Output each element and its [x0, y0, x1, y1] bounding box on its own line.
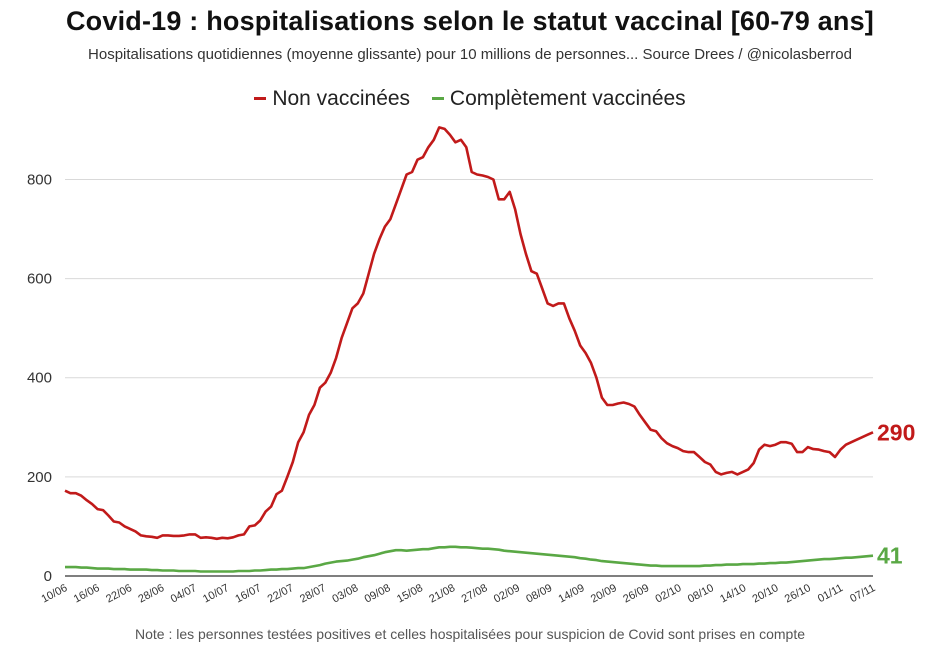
y-tick-label: 200: [27, 469, 52, 486]
x-tick-label: 02/10: [654, 582, 684, 606]
chart-title: Covid-19 : hospitalisations selon le sta…: [65, 6, 875, 36]
legend-swatch-non-vaccinees: [254, 97, 267, 100]
x-tick-label: 26/10: [783, 582, 813, 606]
y-tick-label: 600: [27, 271, 52, 288]
chart-note: Note : les personnes testées positives e…: [134, 626, 806, 642]
series-line-completement-vaccinees: [65, 545, 874, 573]
x-tick-label: 20/09: [589, 582, 619, 606]
y-tick-label: 800: [27, 171, 52, 188]
x-tick-label: 27/08: [460, 582, 490, 606]
x-tick-label: 22/07: [266, 582, 296, 606]
legend-label-non-vaccinees: Non vaccinées: [272, 86, 411, 110]
x-tick-label: 22/06: [104, 582, 134, 606]
x-tick-label: 20/10: [751, 582, 781, 606]
x-tick-label: 14/09: [557, 582, 587, 606]
series-line-non-vaccinees: [64, 126, 874, 541]
legend-swatch-completement-vaccinees: [431, 97, 444, 100]
x-tick-label: 28/07: [298, 582, 328, 606]
x-tick-label: 09/08: [363, 582, 393, 606]
x-tick-label: 01/11: [816, 582, 845, 605]
x-tick-label: 16/07: [233, 582, 263, 606]
y-tick-label: 400: [27, 370, 52, 387]
x-tick-label: 10/07: [201, 582, 231, 606]
x-tick-label: 08/10: [686, 582, 716, 606]
x-tick-label: 10/06: [39, 582, 69, 606]
end-label-non-vaccinees: 290: [877, 419, 915, 445]
chart-subtitle: Hospitalisations quotidiennes (moyenne g…: [88, 46, 852, 63]
x-tick-label: 02/09: [492, 582, 522, 606]
x-tick-label: 16/06: [72, 582, 102, 606]
series-lines: [64, 126, 874, 573]
x-tick-label: 03/08: [330, 582, 360, 606]
x-tick-label: 07/11: [848, 582, 877, 605]
series-end-labels: 290 41: [877, 419, 915, 568]
x-tick-label: 21/08: [427, 582, 457, 606]
x-tick-label: 15/08: [395, 582, 425, 606]
y-axis-ticks: 0 200 400 600 800: [27, 171, 52, 585]
x-tick-label: 08/09: [524, 582, 554, 606]
end-label-completement-vaccinees: 41: [877, 543, 903, 569]
x-axis-ticks: 10/06 16/06 22/06 28/06 04/07 10/07 16/07 22/07…: [39, 582, 877, 606]
legend: Non vaccinées Complètement vaccinées: [0, 82, 940, 111]
x-tick-label: 28/06: [136, 582, 166, 606]
x-tick-label: 14/10: [718, 582, 748, 606]
x-tick-label: 26/09: [621, 582, 651, 606]
legend-item-completement-vaccinees: Complètement vaccinées: [431, 86, 686, 111]
x-tick-label: 04/07: [169, 582, 199, 606]
y-tick-label: 0: [44, 568, 52, 585]
legend-item-non-vaccinees: Non vaccinées: [254, 87, 410, 111]
grid-lines: [65, 178, 873, 577]
legend-label-completement-vaccinees: Complètement vaccinées: [449, 86, 686, 110]
